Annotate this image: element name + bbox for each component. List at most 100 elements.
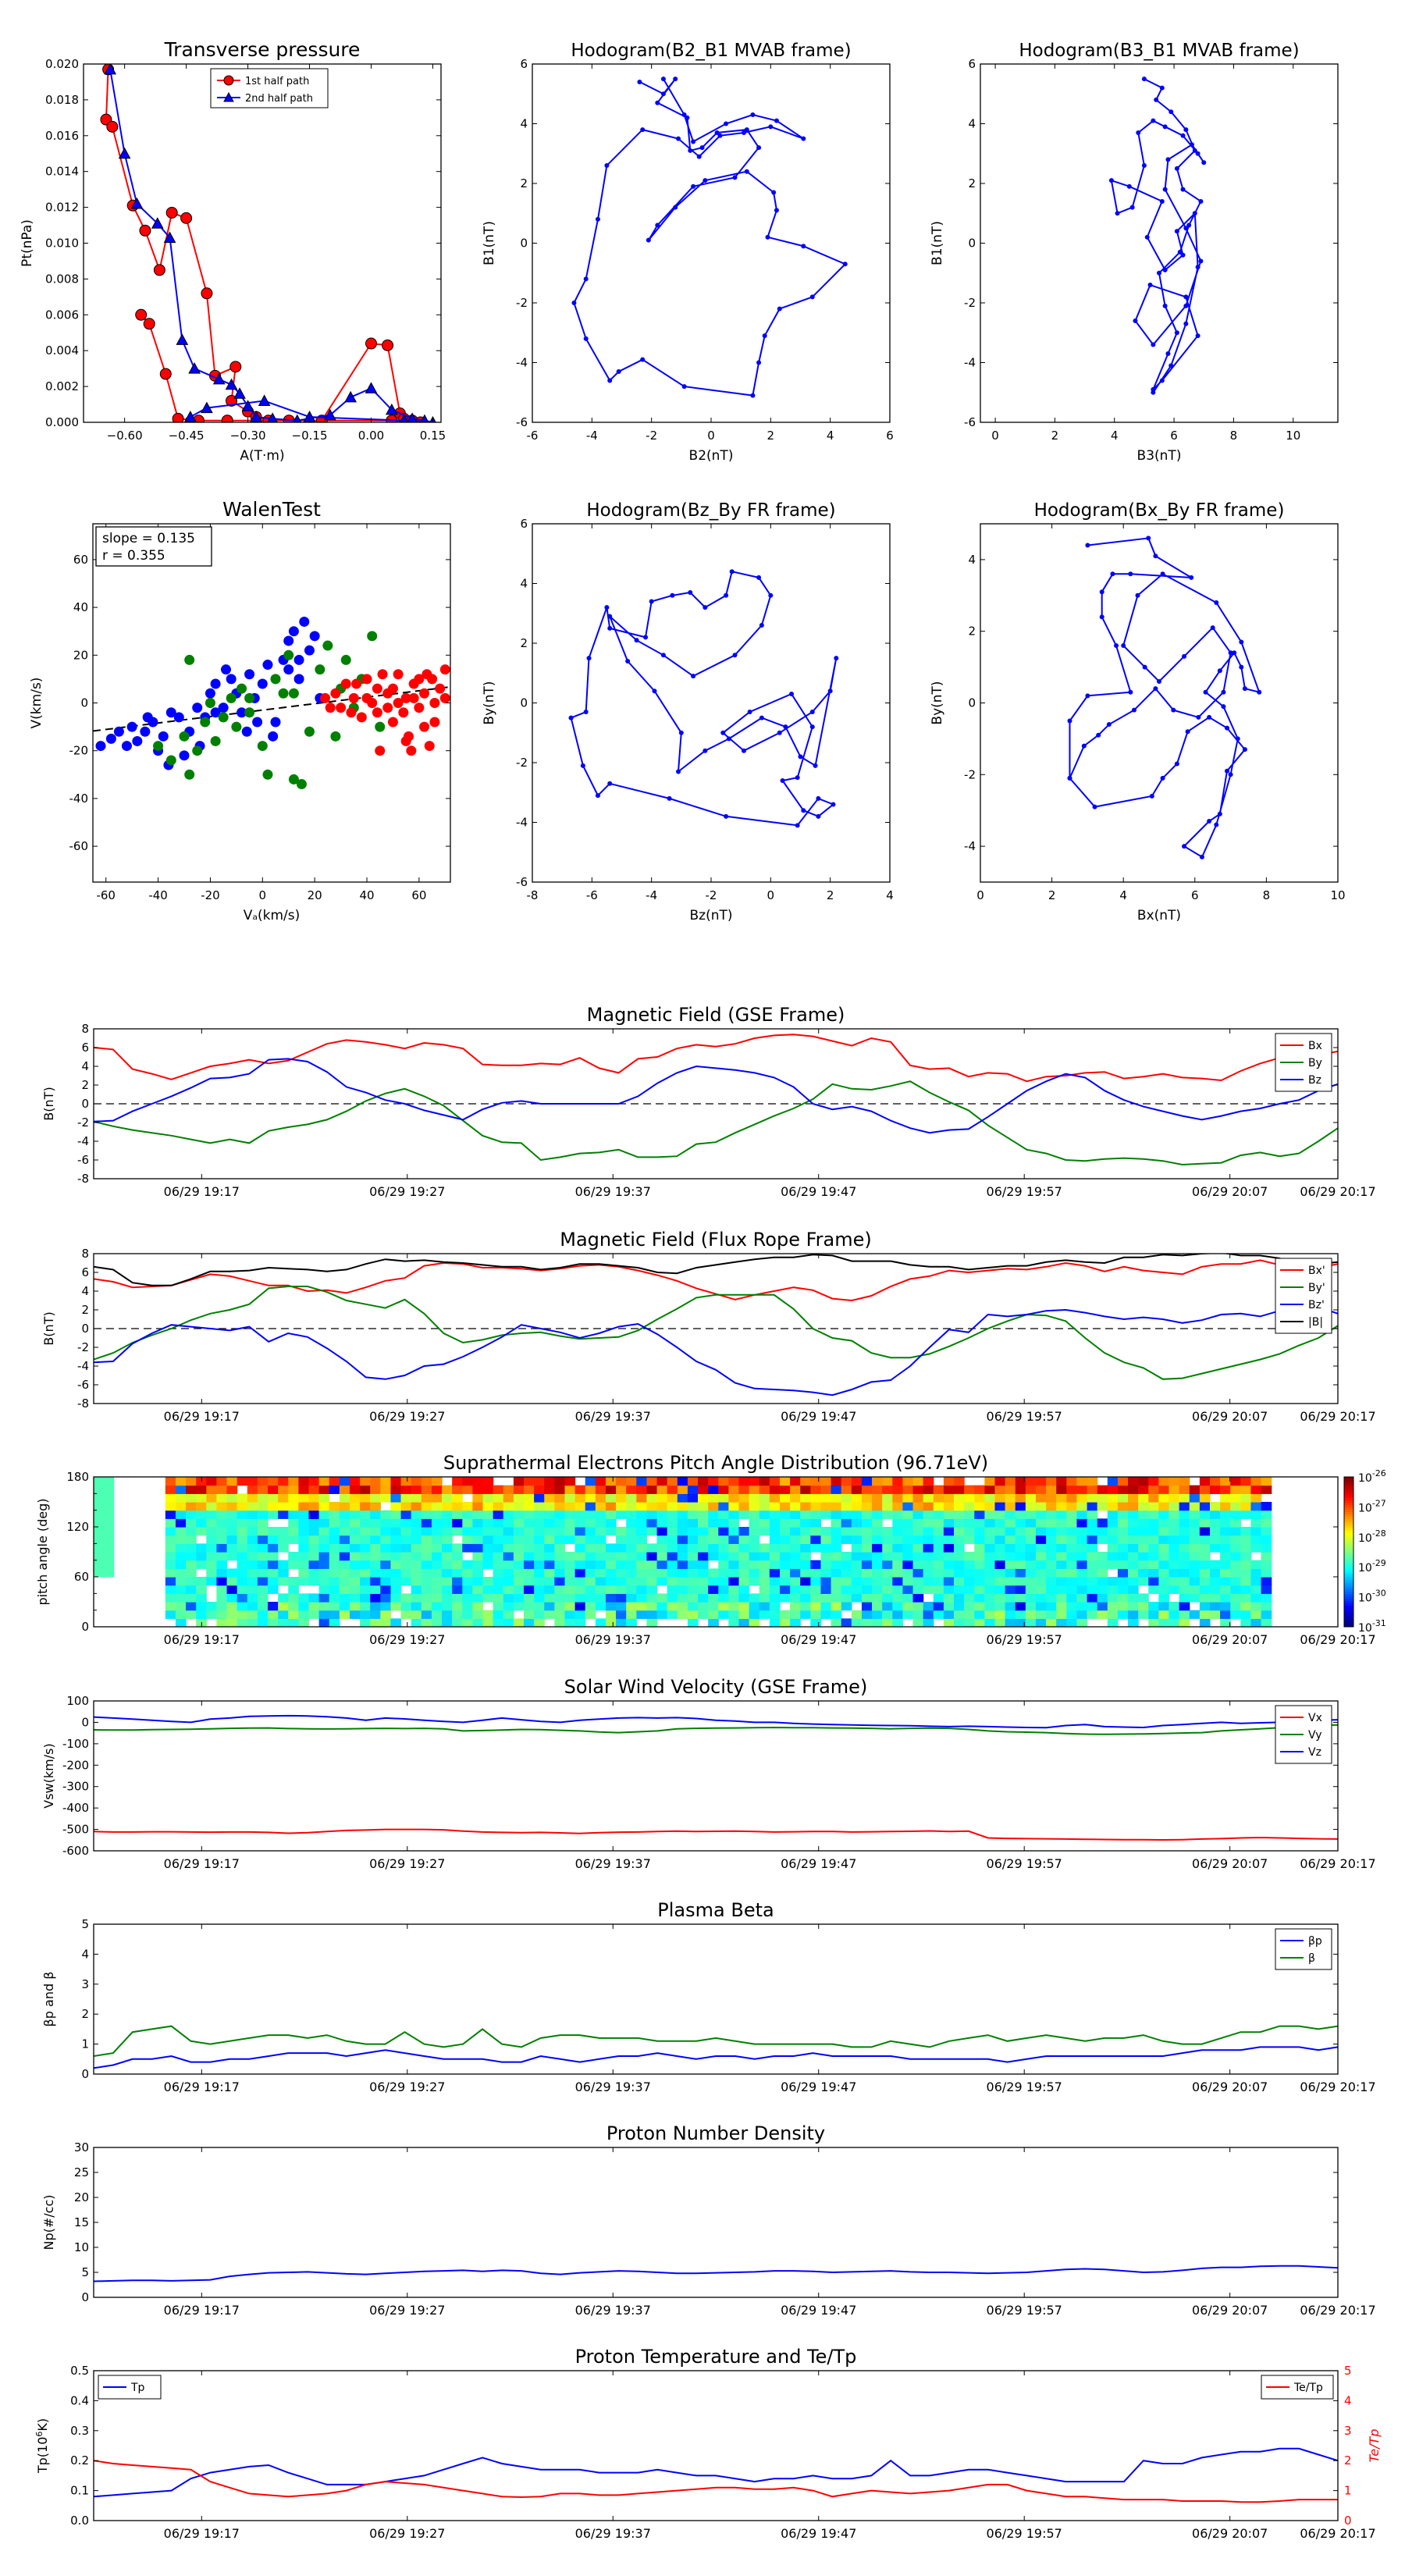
heat-cell: [226, 1552, 238, 1561]
heat-cell: [482, 1518, 494, 1528]
heat-cell: [1261, 1535, 1272, 1544]
heat-cell: [339, 1493, 350, 1503]
heat-cell: [667, 1568, 678, 1578]
heat-cell: [595, 1593, 606, 1603]
x-tick-label: 06/29 19:47: [781, 1856, 856, 1871]
heat-cell: [820, 1602, 832, 1611]
heat-cell: [667, 1485, 678, 1494]
data-point: [252, 717, 263, 728]
heat-cell: [698, 1485, 709, 1494]
data-point: [244, 669, 255, 680]
heat-cell: [861, 1568, 873, 1578]
y-tick-label: 0: [968, 696, 976, 710]
heat-cell: [595, 1585, 606, 1594]
axes-frame: [93, 1253, 1339, 1404]
heat-cell: [800, 1568, 811, 1578]
heat-cell: [984, 1535, 996, 1544]
heat-cell: [708, 1568, 719, 1578]
heat-cell: [1117, 1560, 1129, 1569]
heat-cell: [882, 1552, 893, 1561]
heat-cell: [718, 1610, 729, 1619]
heat-cell: [964, 1610, 975, 1619]
y-axis-label: Pt(nPa): [20, 219, 35, 267]
heat-cell: [1066, 1502, 1078, 1511]
heat-cell: [1210, 1485, 1221, 1494]
heat-cell: [329, 1568, 340, 1578]
heat-cell: [1107, 1577, 1119, 1586]
heat-cell: [1076, 1518, 1088, 1528]
heat-cell: [380, 1510, 392, 1519]
heat-cell: [933, 1527, 944, 1536]
heat-cell: [247, 1577, 258, 1586]
heat-cell: [175, 1477, 187, 1486]
heat-cell: [1189, 1510, 1200, 1519]
heat-cell: [524, 1568, 535, 1578]
heat-cell: [667, 1510, 678, 1519]
heat-cell: [1046, 1485, 1057, 1494]
heat-cell: [493, 1518, 504, 1528]
heat-cell: [1240, 1560, 1252, 1569]
heat-cell: [964, 1493, 975, 1503]
heat-cell: [882, 1535, 893, 1544]
heat-cell: [1056, 1543, 1067, 1553]
heat-cell: [503, 1602, 514, 1611]
y-tick-label: 0: [81, 2067, 89, 2081]
heat-cell: [380, 1485, 392, 1494]
data-point: [643, 635, 649, 640]
heat-cell: [851, 1535, 863, 1544]
heat-cell: [677, 1493, 688, 1503]
heat-cell: [1066, 1527, 1078, 1536]
colorbar-cell: [1344, 1519, 1353, 1522]
heat-cell: [1179, 1518, 1190, 1528]
heat-cell: [278, 1543, 289, 1553]
data-point: [340, 654, 351, 665]
heat-cell: [738, 1552, 750, 1561]
colorbar-tick-label: 10-30: [1358, 1589, 1386, 1605]
heat-cell: [431, 1560, 443, 1569]
heat-cell: [1128, 1527, 1139, 1536]
x-tick-label: 0.15: [420, 429, 446, 443]
data-point: [1196, 714, 1201, 720]
heat-cell: [574, 1493, 586, 1503]
heat-cell: [421, 1535, 432, 1544]
heat-cell: [1015, 1510, 1026, 1519]
heat-cell: [605, 1543, 617, 1553]
heat-cell: [329, 1543, 340, 1553]
heat-cell: [196, 1593, 207, 1603]
heat-cell: [380, 1585, 392, 1594]
heat-cell: [278, 1510, 289, 1519]
heat-cell: [288, 1593, 299, 1603]
heat-cell: [442, 1568, 453, 1578]
data-point: [288, 688, 299, 699]
heat-cell: [339, 1560, 350, 1569]
heat-cell: [1097, 1577, 1108, 1586]
heat-cell: [892, 1602, 904, 1611]
heat-cell: [493, 1577, 504, 1586]
heat-cell: [954, 1568, 965, 1578]
heat-cell: [534, 1527, 545, 1536]
data-point: [816, 795, 821, 801]
heat-cell: [1056, 1493, 1067, 1503]
y-tick-label: 20: [74, 2190, 89, 2204]
heat-cell: [360, 1577, 371, 1586]
heat-cell: [411, 1552, 422, 1561]
colorbar-cell: [1344, 1547, 1353, 1550]
data-point: [1157, 270, 1161, 276]
heat-cell: [933, 1543, 944, 1553]
data-point: [382, 703, 393, 713]
heat-cell: [411, 1560, 422, 1569]
heat-cell: [841, 1552, 852, 1561]
data-point: [616, 368, 621, 374]
heat-cell: [1261, 1593, 1272, 1603]
heat-cell: [728, 1560, 740, 1569]
chart-title: Hodogram(B2_B1 MVAB frame): [571, 41, 851, 61]
heat-cell: [421, 1552, 432, 1561]
heat-cell: [196, 1602, 207, 1611]
heat-cell: [1179, 1535, 1190, 1544]
heat-cell: [831, 1543, 842, 1553]
heat-cell: [1046, 1610, 1057, 1619]
heat-cell: [1210, 1535, 1221, 1544]
colorbar-cell: [1344, 1489, 1353, 1492]
heat-cell: [718, 1602, 729, 1611]
heat-cell: [759, 1577, 770, 1586]
